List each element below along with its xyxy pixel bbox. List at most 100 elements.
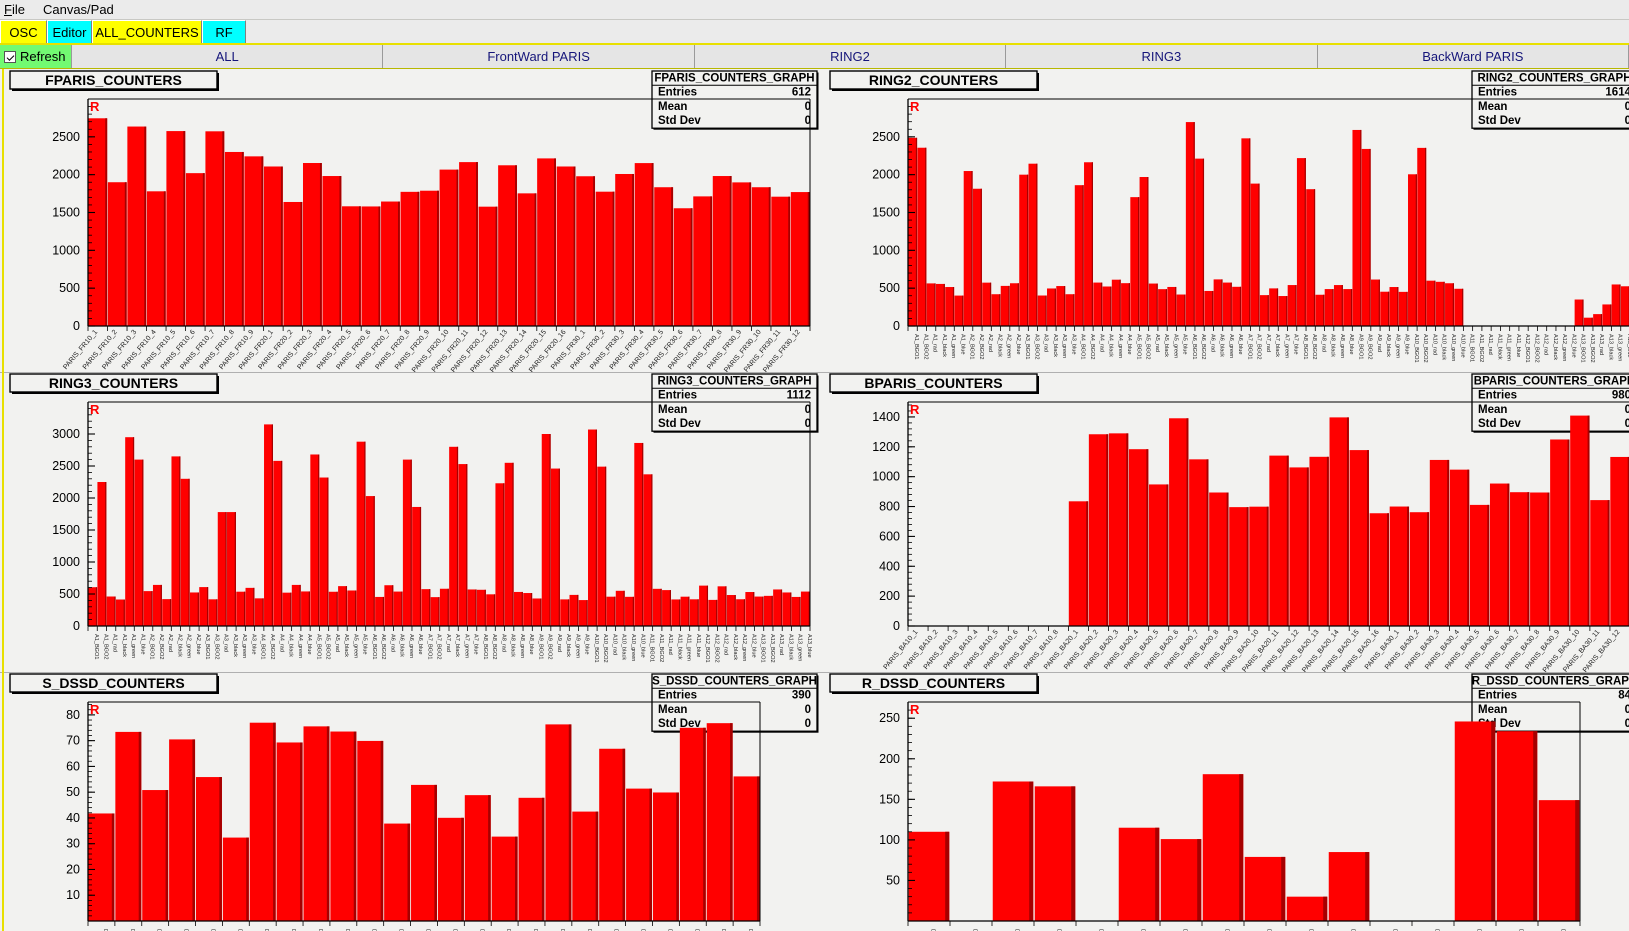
svg-text:Entries: Entries xyxy=(658,390,697,402)
svg-text:A1_BGO2: A1_BGO2 xyxy=(922,334,928,360)
svg-text:612: 612 xyxy=(792,87,811,99)
svg-text:A4_rad: A4_rad xyxy=(1098,334,1104,352)
svg-text:A2_BGO1: A2_BGO1 xyxy=(969,334,975,360)
svg-text:A11_green: A11_green xyxy=(1506,334,1512,361)
svg-text:S_DSSD_COUNTERS: S_DSSD_COUNTERS xyxy=(42,675,184,691)
svg-text:1000: 1000 xyxy=(872,470,900,484)
svg-text:A13_rad: A13_rad xyxy=(1598,334,1604,355)
svg-text:1000: 1000 xyxy=(872,243,900,257)
svg-text:A9_green: A9_green xyxy=(1394,334,1400,358)
svg-text:A8_BGO1: A8_BGO1 xyxy=(1302,334,1308,360)
svg-text:Std Dev: Std Dev xyxy=(1478,115,1521,127)
svg-text:A1_black: A1_black xyxy=(941,334,947,357)
svg-text:A11_BGO1: A11_BGO1 xyxy=(1469,334,1475,362)
svg-text:A4_BGO1: A4_BGO1 xyxy=(1080,334,1086,360)
svg-text:A10_rad: A10_rad xyxy=(611,634,617,655)
svg-text:A6_rad: A6_rad xyxy=(1209,334,1215,352)
svg-text:100: 100 xyxy=(879,833,900,847)
svg-text:0: 0 xyxy=(1625,704,1629,716)
svg-text:A5_BGO1: A5_BGO1 xyxy=(1135,334,1141,360)
svg-text:A1_rad: A1_rad xyxy=(932,334,938,352)
svg-text:Mean: Mean xyxy=(658,404,687,416)
svg-text:A13_green: A13_green xyxy=(1617,334,1623,361)
svg-text:A3_black: A3_black xyxy=(232,634,238,657)
svg-text:A3_green: A3_green xyxy=(241,634,247,658)
svg-text:A10_blue: A10_blue xyxy=(1459,334,1465,358)
svg-text:A4_rad: A4_rad xyxy=(278,634,284,652)
svg-text:1400: 1400 xyxy=(872,410,900,424)
svg-text:A11_rad: A11_rad xyxy=(1487,334,1493,355)
svg-text:A13_BGO2: A13_BGO2 xyxy=(1589,334,1595,363)
svg-text:2000: 2000 xyxy=(52,168,80,182)
svg-text:A4_BGO1: A4_BGO1 xyxy=(260,634,266,660)
svg-text:A6_blue: A6_blue xyxy=(417,634,423,655)
svg-text:A3_BGO1: A3_BGO1 xyxy=(204,634,210,660)
svg-text:A5_BGO1: A5_BGO1 xyxy=(315,634,321,660)
svg-text:60: 60 xyxy=(66,759,80,773)
svg-text:70: 70 xyxy=(66,734,80,748)
svg-text:A1_BGO2: A1_BGO2 xyxy=(102,634,108,660)
svg-text:0: 0 xyxy=(73,619,80,633)
svg-text:3000: 3000 xyxy=(52,427,80,441)
svg-text:A12_BGO1: A12_BGO1 xyxy=(704,634,710,663)
svg-text:R: R xyxy=(910,402,920,417)
svg-text:200: 200 xyxy=(879,589,900,603)
svg-text:A6_black: A6_black xyxy=(399,634,405,657)
svg-text:A10_BGO1: A10_BGO1 xyxy=(593,634,599,663)
svg-text:A2_rad: A2_rad xyxy=(167,634,173,652)
svg-text:A8_blue: A8_blue xyxy=(1348,334,1354,355)
svg-text:A10_blue: A10_blue xyxy=(639,634,645,658)
svg-text:250: 250 xyxy=(879,711,900,725)
svg-text:1112: 1112 xyxy=(787,390,811,402)
svg-text:A4_BGO2: A4_BGO2 xyxy=(1089,334,1095,360)
svg-text:A9_BGO2: A9_BGO2 xyxy=(547,634,553,660)
svg-text:A12_blue: A12_blue xyxy=(750,634,756,658)
svg-text:R: R xyxy=(910,99,920,114)
svg-text:500: 500 xyxy=(879,281,900,295)
svg-text:600: 600 xyxy=(879,529,900,543)
svg-text:A10_BGO1: A10_BGO1 xyxy=(1413,334,1419,363)
svg-text:0: 0 xyxy=(805,704,811,716)
svg-text:1500: 1500 xyxy=(872,206,900,220)
svg-text:A5_BGO2: A5_BGO2 xyxy=(325,634,331,660)
svg-text:A6_BGO1: A6_BGO1 xyxy=(371,634,377,660)
svg-text:2500: 2500 xyxy=(52,130,80,144)
svg-text:A10_black: A10_black xyxy=(621,634,627,660)
svg-text:A1_blue: A1_blue xyxy=(139,634,145,655)
svg-text:A4_blue: A4_blue xyxy=(306,634,312,655)
svg-text:A8_BGO2: A8_BGO2 xyxy=(1311,334,1317,360)
svg-text:A3_green: A3_green xyxy=(1061,334,1067,358)
svg-text:A7_green: A7_green xyxy=(463,634,469,658)
svg-text:A4_blue: A4_blue xyxy=(1126,334,1132,355)
svg-text:A7_rad: A7_rad xyxy=(445,634,451,652)
svg-text:50: 50 xyxy=(886,873,900,887)
svg-text:A9_blue: A9_blue xyxy=(1404,334,1410,355)
svg-text:A2_BGO2: A2_BGO2 xyxy=(978,334,984,360)
svg-text:A2_green: A2_green xyxy=(1006,334,1012,358)
svg-text:A8_green: A8_green xyxy=(519,634,525,658)
svg-text:R_DSSD_COUNTERS: R_DSSD_COUNTERS xyxy=(862,675,1005,691)
svg-text:A13_black: A13_black xyxy=(1607,334,1613,360)
svg-text:A4_black: A4_black xyxy=(288,634,294,657)
svg-text:A1_blue: A1_blue xyxy=(959,334,965,355)
svg-text:A1_rad: A1_rad xyxy=(112,634,118,652)
svg-text:0: 0 xyxy=(1625,718,1629,730)
svg-text:A2_blue: A2_blue xyxy=(195,634,201,655)
svg-text:Entries: Entries xyxy=(1478,87,1517,99)
svg-text:A6_BGO1: A6_BGO1 xyxy=(1191,334,1197,360)
svg-text:A1_black: A1_black xyxy=(121,634,127,657)
svg-text:A7_BGO2: A7_BGO2 xyxy=(436,634,442,660)
svg-text:Std Dev: Std Dev xyxy=(1478,418,1521,430)
svg-text:800: 800 xyxy=(879,500,900,514)
svg-text:390: 390 xyxy=(792,690,811,702)
svg-text:RING2_COUNTERS: RING2_COUNTERS xyxy=(869,72,998,88)
svg-text:A10_black: A10_black xyxy=(1441,334,1447,360)
svg-text:A10_rad: A10_rad xyxy=(1431,334,1437,355)
svg-text:1500: 1500 xyxy=(52,206,80,220)
svg-text:Std Dev: Std Dev xyxy=(658,418,701,430)
svg-text:400: 400 xyxy=(879,559,900,573)
svg-text:A12_BGO1: A12_BGO1 xyxy=(1524,334,1530,363)
svg-text:A12_black: A12_black xyxy=(1552,334,1558,360)
svg-text:A1_green: A1_green xyxy=(950,334,956,358)
svg-text:0: 0 xyxy=(805,718,811,730)
